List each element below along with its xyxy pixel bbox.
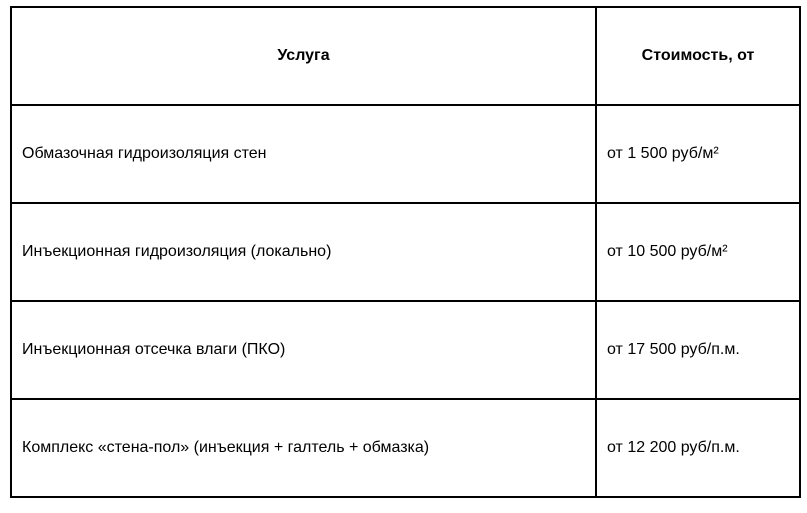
price-table: Услуга Стоимость, от Обмазочная гидроизо…: [10, 6, 801, 498]
table-header-row: Услуга Стоимость, от: [10, 6, 801, 106]
service-cell: Инъекционная отсечка влаги (ПКО): [10, 300, 597, 400]
table-row: Обмазочная гидроизоляция стен от 1 500 р…: [10, 104, 801, 204]
price-cell: от 1 500 руб/м²: [595, 104, 801, 204]
table-row: Комплекс «стена-пол» (инъекция + галтель…: [10, 398, 801, 498]
table-row: Инъекционная гидроизоляция (локально) от…: [10, 202, 801, 302]
service-cell: Инъекционная гидроизоляция (локально): [10, 202, 597, 302]
service-cell: Комплекс «стена-пол» (инъекция + галтель…: [10, 398, 597, 498]
service-cell: Обмазочная гидроизоляция стен: [10, 104, 597, 204]
price-cell: от 10 500 руб/м²: [595, 202, 801, 302]
header-service: Услуга: [10, 6, 597, 106]
header-price: Стоимость, от: [595, 6, 801, 106]
table-row: Инъекционная отсечка влаги (ПКО) от 17 5…: [10, 300, 801, 400]
price-cell: от 17 500 руб/п.м.: [595, 300, 801, 400]
price-cell: от 12 200 руб/п.м.: [595, 398, 801, 498]
